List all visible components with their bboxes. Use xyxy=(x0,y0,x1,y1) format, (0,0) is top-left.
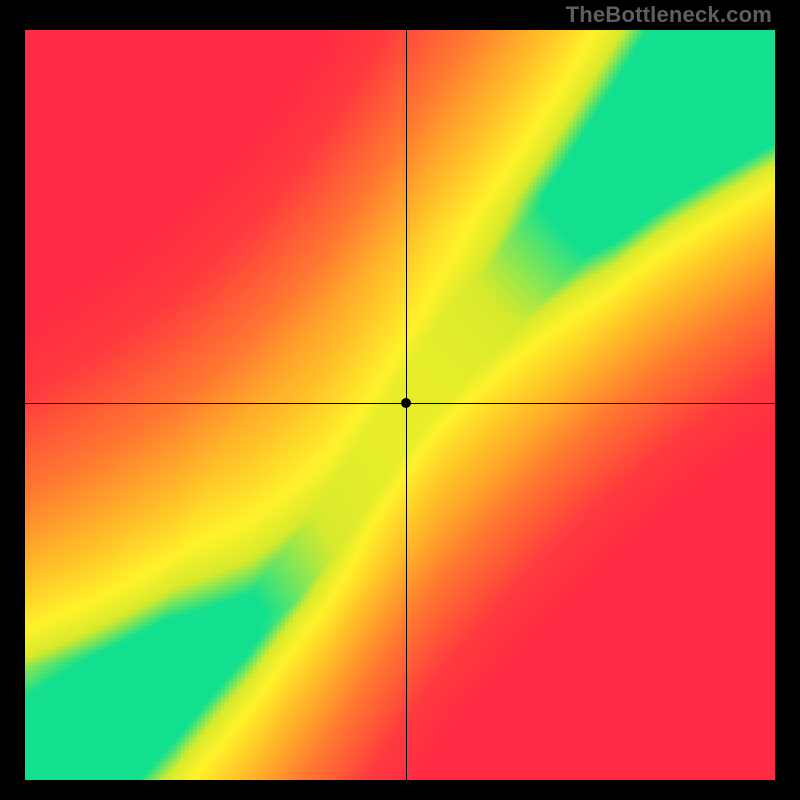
crosshair-marker xyxy=(401,398,411,408)
watermark-text: TheBottleneck.com xyxy=(566,2,772,28)
crosshair-horizontal xyxy=(25,403,775,404)
chart-container: { "watermark": { "text": "TheBottleneck.… xyxy=(0,0,800,800)
heatmap-plot xyxy=(25,30,775,780)
heatmap-canvas xyxy=(25,30,775,780)
